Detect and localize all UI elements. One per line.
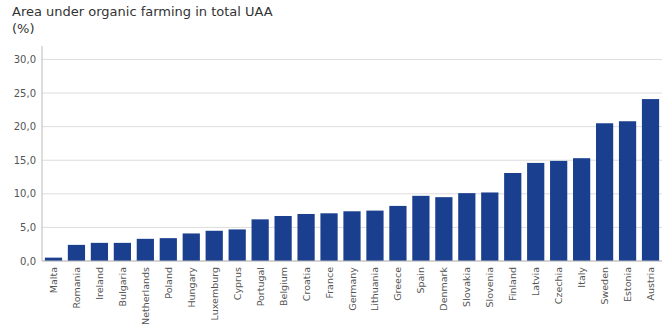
x-tick-label: Netherlands (140, 267, 151, 325)
bar (91, 243, 108, 261)
grid-line (42, 160, 662, 161)
bar (206, 231, 223, 261)
x-tick-label: Portugal (255, 267, 266, 306)
grid-line (42, 59, 662, 60)
bar (183, 233, 200, 261)
y-tick-label: 25,0 (14, 88, 36, 99)
bar (320, 213, 337, 261)
bar (481, 192, 498, 261)
x-tick-label: Luxemburg (209, 267, 220, 320)
x-tick-label: Cyprus (232, 267, 243, 300)
y-tick-label: 0,0 (20, 256, 36, 267)
bar (137, 239, 154, 261)
y-tick-label: 15,0 (14, 155, 36, 166)
bar (68, 245, 85, 261)
bar (229, 229, 246, 261)
x-tick-label: Hungary (186, 267, 197, 308)
chart-container: Area under organic farming in total UAA (… (0, 0, 672, 331)
x-tick-label: Denmark (438, 267, 449, 311)
y-tick-label: 30,0 (14, 54, 36, 65)
grid-line (42, 193, 662, 194)
x-tick-label: Slovakia (461, 267, 472, 307)
x-tick-label: Latvia (530, 267, 541, 296)
x-tick-label: Malta (48, 267, 59, 293)
grid-line (42, 93, 662, 94)
x-tick-label: Finland (507, 267, 518, 301)
bar (642, 99, 659, 261)
x-tick-label: Croatia (301, 267, 312, 301)
x-tick-label: Romania (71, 267, 82, 309)
y-tick-label: 10,0 (14, 188, 36, 199)
x-tick-label: Italy (576, 267, 587, 288)
bar (297, 214, 314, 261)
x-tick-label: Austria (645, 267, 656, 301)
x-tick-label: Germany (347, 267, 358, 311)
x-tick-label: Czechia (553, 267, 564, 304)
subtitle: (%) (12, 21, 35, 36)
bar (619, 121, 636, 261)
x-tick-label: Lithuania (369, 267, 380, 311)
y-axis: 0,0 5,0 10,0 15,0 20,0 25,0 30,0 (14, 54, 662, 267)
bar (343, 211, 360, 261)
x-axis: Malta Romania Ireland Bulgaria Netherlands Po… (48, 267, 656, 325)
x-tick-label: Slovenia (484, 267, 495, 307)
x-tick-label: Ireland (94, 267, 105, 300)
x-tick-label: Poland (163, 267, 174, 299)
bars (45, 99, 659, 261)
x-tick-label: Spain (415, 267, 426, 294)
bar (275, 216, 292, 261)
grid-line (42, 261, 662, 262)
bar (573, 158, 590, 261)
y-tick-label: 20,0 (14, 121, 36, 132)
y-axis-line (42, 46, 43, 261)
grid-line (42, 126, 662, 127)
title: Area under organic farming in total UAA (12, 4, 273, 19)
x-tick-label: Greece (392, 267, 403, 301)
bar (527, 163, 544, 261)
bar (458, 193, 475, 261)
bar (389, 206, 406, 261)
x-tick-label: Bulgaria (117, 267, 128, 306)
bar (114, 243, 131, 261)
x-tick-label: Estonia (622, 267, 633, 302)
y-tick-label: 5,0 (20, 222, 36, 233)
bar (550, 161, 567, 261)
bar (435, 197, 452, 261)
x-tick-label: Sweden (599, 267, 610, 305)
bar (45, 258, 62, 261)
x-tick-label: France (324, 267, 335, 299)
bar (160, 238, 177, 261)
bar (412, 196, 429, 261)
x-axis-line (42, 261, 662, 262)
bar (252, 219, 269, 261)
x-tick-label: Belgium (278, 267, 289, 306)
bar (504, 173, 521, 261)
bar (366, 211, 383, 261)
bar (596, 123, 613, 261)
chart: Area under organic farming in total UAA (… (0, 0, 672, 331)
